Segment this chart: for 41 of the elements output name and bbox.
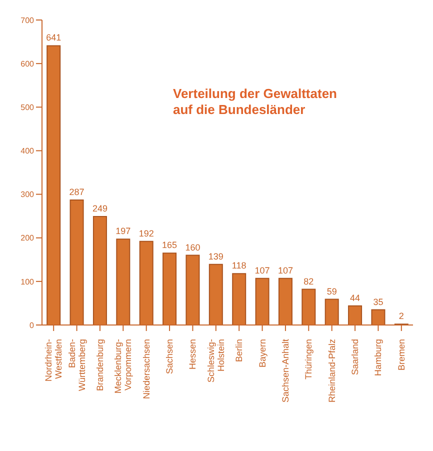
text: Verteilung der Gewalttaten auf die Bundesländer bbox=[173, 86, 338, 118]
data-label: 192 bbox=[138, 228, 154, 238]
y-tick-label: 400 bbox=[20, 146, 35, 156]
y-tick-label: 500 bbox=[20, 102, 35, 112]
x-tick-label: Sachsen-Anhalt bbox=[280, 338, 290, 403]
x-tick-label: Baden-Württemberg bbox=[66, 339, 87, 392]
data-label: 165 bbox=[162, 240, 178, 250]
data-label: 59 bbox=[326, 286, 337, 296]
x-tick-label: Brandenburg bbox=[94, 339, 105, 392]
data-label: 139 bbox=[208, 251, 224, 262]
data-label: 641 bbox=[46, 32, 62, 43]
x-tick-label: Niedersachsen bbox=[141, 339, 152, 400]
data-label: 107 bbox=[254, 265, 270, 276]
y-tick-label: 300 bbox=[20, 190, 35, 200]
x-tick-label: Hessen bbox=[188, 339, 198, 370]
data-label: 35 bbox=[373, 296, 384, 307]
x-tick-label: Nordrhein-Westfalen bbox=[44, 339, 64, 382]
x-tick-label: Bremen bbox=[396, 339, 406, 371]
data-label: 44 bbox=[350, 292, 360, 303]
x-tick-label: Schleswig-Holstein bbox=[206, 339, 226, 383]
y-tick-label: 600 bbox=[20, 59, 35, 68]
x-tick-label: Hamburg bbox=[373, 339, 384, 376]
data-label: 287 bbox=[69, 186, 84, 197]
x-tick-label: Berlin bbox=[234, 339, 244, 362]
y-tick-label: 0 bbox=[30, 320, 35, 330]
x-tick-label: Bayern bbox=[257, 339, 268, 368]
y-tick-label: 200 bbox=[20, 234, 35, 243]
data-label: 118 bbox=[232, 260, 246, 271]
y-tick-label: 700 bbox=[20, 16, 35, 25]
x-tick-label: Mecklenburg-Vorpommern bbox=[113, 339, 134, 394]
data-label: 107 bbox=[278, 265, 293, 276]
data-label: 82 bbox=[304, 276, 314, 286]
x-tick-label: Rheinland-Pfalz bbox=[326, 338, 337, 403]
data-label: 2 bbox=[398, 311, 404, 322]
x-tick-label: Saarland bbox=[350, 339, 360, 376]
data-label: 160 bbox=[185, 242, 200, 252]
data-label: 197 bbox=[116, 226, 131, 236]
y-tick-label: 100 bbox=[20, 277, 35, 286]
x-tick-label: Thüringen bbox=[304, 339, 314, 380]
data-label: 249 bbox=[92, 204, 108, 214]
x-tick-label: Sachsen bbox=[164, 339, 175, 374]
